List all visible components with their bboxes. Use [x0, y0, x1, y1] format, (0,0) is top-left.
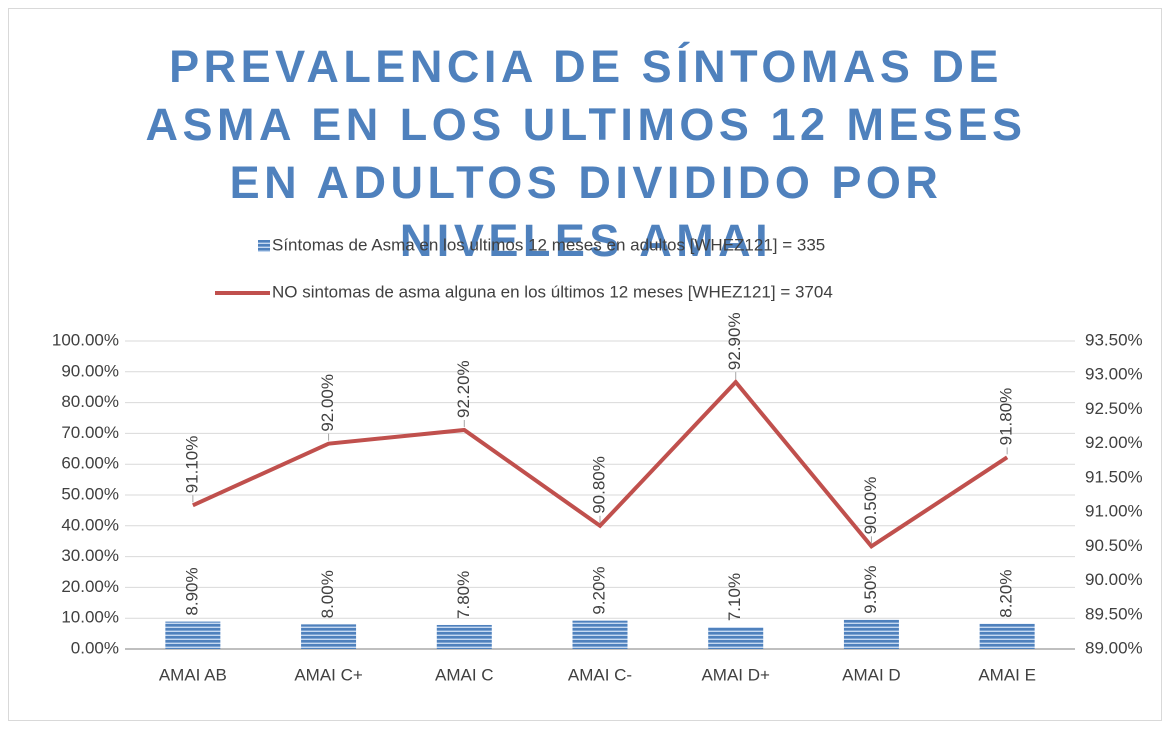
- data-label: 7.10%: [725, 573, 744, 621]
- x-tick-label: AMAI AB: [159, 665, 227, 684]
- data-label: 90.80%: [589, 456, 608, 514]
- data-label: 92.20%: [454, 360, 473, 418]
- y2-tick-label: 92.50%: [1085, 399, 1143, 418]
- line: [192, 379, 1009, 549]
- data-label: 8.20%: [997, 570, 1016, 618]
- y2-tick-label: 93.00%: [1085, 365, 1143, 384]
- x-tick-label: AMAI D+: [701, 665, 770, 684]
- data-label: 90.50%: [861, 477, 880, 535]
- bar: [843, 619, 899, 649]
- x-tick-label: AMAI C-: [568, 665, 632, 684]
- y-tick-label: 20.00%: [61, 577, 119, 596]
- y2-tick-label: 93.50%: [1085, 330, 1143, 349]
- y-tick-label: 40.00%: [61, 515, 119, 534]
- x-tick-label: AMAI C+: [294, 665, 363, 684]
- y-tick-label: 50.00%: [61, 484, 119, 503]
- y-tick-label: 100.00%: [52, 330, 119, 349]
- legend-label: NO sintomas de asma alguna en los último…: [272, 282, 833, 301]
- y2-tick-label: 89.00%: [1085, 638, 1143, 657]
- bar: [436, 624, 492, 649]
- y-tick-label: 30.00%: [61, 546, 119, 565]
- bar: [165, 621, 221, 649]
- x-tick-label: AMAI D: [842, 665, 901, 684]
- data-label: 9.20%: [589, 566, 608, 614]
- data-label: 8.90%: [182, 567, 201, 615]
- bar: [572, 620, 628, 649]
- y2-tick-label: 92.00%: [1085, 433, 1143, 452]
- y-tick-label: 0.00%: [71, 638, 119, 657]
- chart-frame: [8, 8, 1162, 721]
- y-tick-label: 10.00%: [61, 608, 119, 627]
- bar: [301, 624, 357, 649]
- y2-tick-label: 90.00%: [1085, 570, 1143, 589]
- bar: [708, 627, 764, 649]
- y2-tick-label: 91.50%: [1085, 467, 1143, 486]
- y-tick-label: 70.00%: [61, 423, 119, 442]
- bar: [979, 623, 1035, 649]
- data-label: 92.00%: [318, 374, 337, 432]
- data-label: 91.10%: [182, 436, 201, 494]
- data-label: 9.50%: [861, 566, 880, 614]
- y2-tick-label: 91.00%: [1085, 502, 1143, 521]
- data-label: 8.00%: [318, 570, 337, 618]
- x-tick-label: AMAI E: [978, 665, 1036, 684]
- data-label: 92.90%: [725, 312, 744, 370]
- x-tick-label: AMAI C: [435, 665, 494, 684]
- data-label: 7.80%: [454, 571, 473, 619]
- y2-tick-label: 89.50%: [1085, 604, 1143, 623]
- legend-swatch: [258, 240, 270, 252]
- y-tick-label: 80.00%: [61, 392, 119, 411]
- y-tick-label: 90.00%: [61, 361, 119, 380]
- chart-title: PREVALENCIA DE SÍNTOMAS DE ASMA EN LOS U…: [145, 41, 1027, 266]
- y-tick-label: 60.00%: [61, 454, 119, 473]
- data-label: 91.80%: [997, 388, 1016, 446]
- y2-tick-label: 90.50%: [1085, 536, 1143, 555]
- legend-label: Síntomas de Asma en los ultimos 12 meses…: [272, 235, 825, 254]
